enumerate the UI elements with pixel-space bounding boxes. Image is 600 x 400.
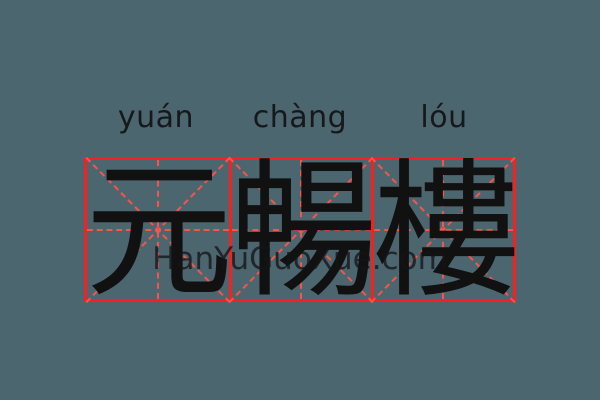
character-wrap-3: 樓 <box>371 145 521 319</box>
character-wrap-1: 元 <box>84 145 234 319</box>
character-wrap-2: 暢 <box>229 145 379 319</box>
character-glyph-3: 樓 <box>371 145 521 319</box>
pinyin-row: yuán chàng lóu <box>84 96 516 140</box>
character-glyph-1: 元 <box>84 145 234 319</box>
pinyin-cell-2: chàng <box>228 96 372 140</box>
character-grid: 元 暢 樓 <box>84 156 520 306</box>
grid-cell-3: 樓 <box>370 156 520 306</box>
pinyin-cell-3: lóu <box>372 96 516 140</box>
pinyin-label-3: lóu <box>420 100 468 135</box>
pinyin-label-2: chàng <box>252 100 348 135</box>
pinyin-cell-1: yuán <box>84 96 228 140</box>
pinyin-label-1: yuán <box>117 100 195 135</box>
grid-cell-2: 暢 <box>228 156 378 306</box>
grid-cell-1: 元 <box>85 156 233 306</box>
character-glyph-2: 暢 <box>229 145 379 319</box>
